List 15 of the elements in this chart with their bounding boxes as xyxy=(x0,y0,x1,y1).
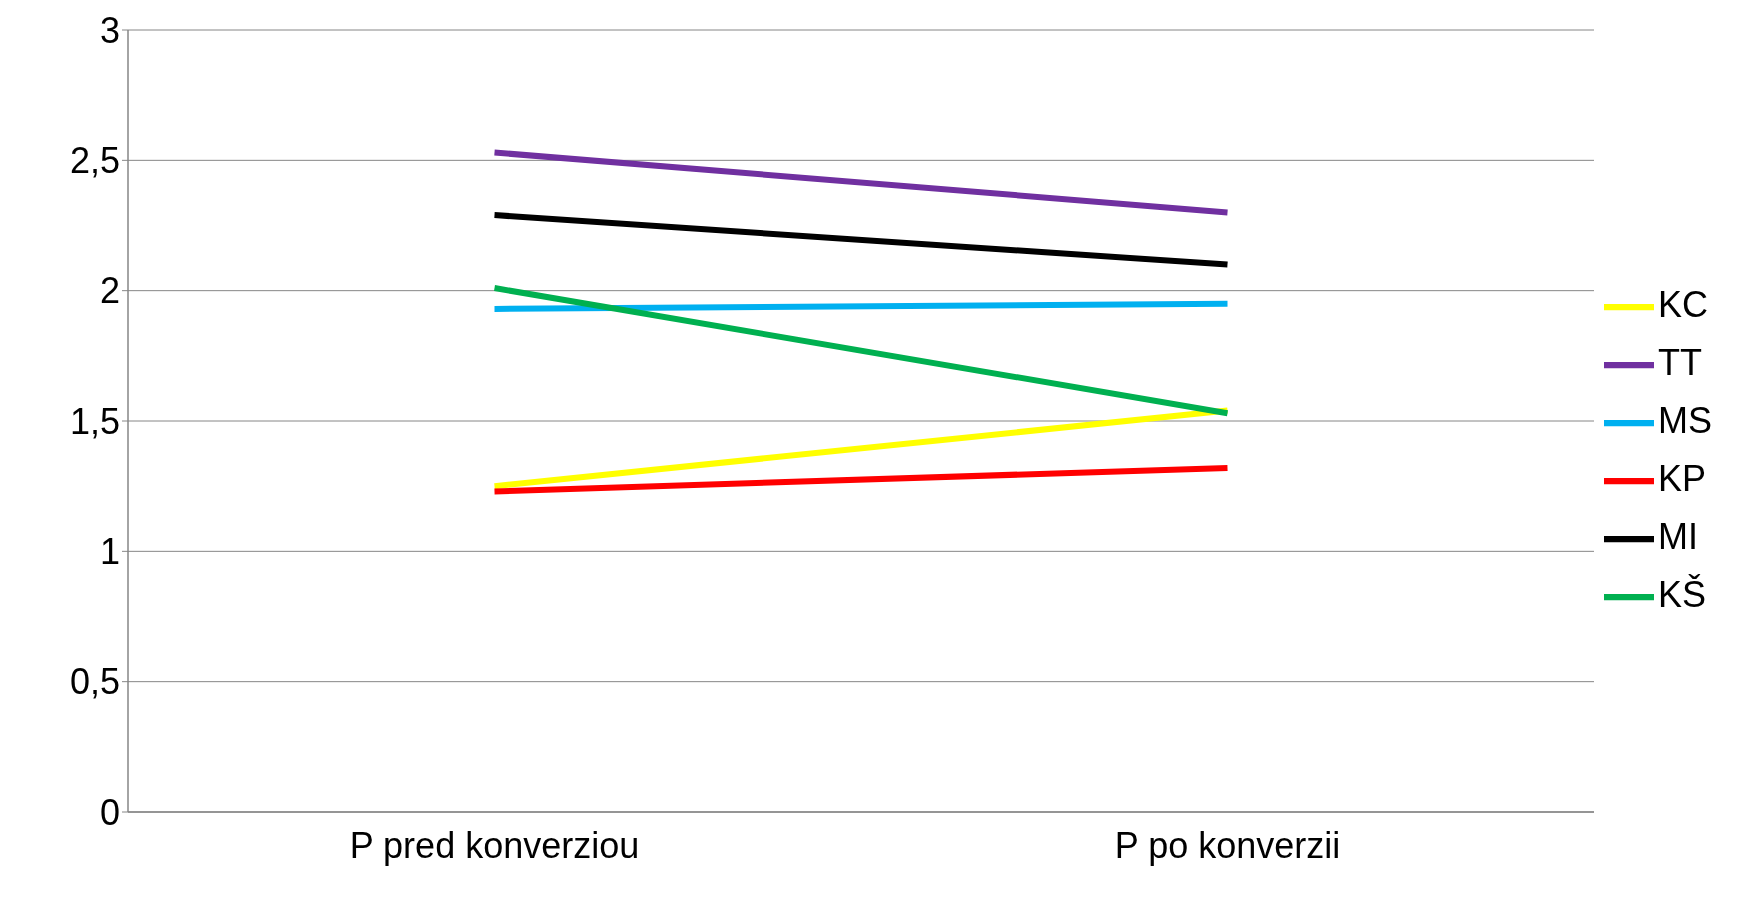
legend-label: KC xyxy=(1658,284,1709,325)
y-tick-label: 2,5 xyxy=(69,140,120,182)
legend-label: KP xyxy=(1658,458,1707,499)
y-tick-label: 1 xyxy=(99,531,120,573)
legend-label: MS xyxy=(1658,400,1712,441)
y-tick-label: 3 xyxy=(99,9,120,51)
x-tick-label: P po konverzii xyxy=(1114,824,1341,866)
y-tick-label: 0,5 xyxy=(69,661,120,703)
legend-label: MI xyxy=(1658,516,1698,557)
legend-label: TT xyxy=(1658,342,1702,383)
y-tick-label: 1,5 xyxy=(69,400,120,442)
legend-label: KŠ xyxy=(1658,574,1707,615)
x-tick-label: P pred konverziou xyxy=(349,824,640,866)
y-tick-label: 2 xyxy=(99,270,120,312)
y-tick-label: 0 xyxy=(99,791,120,833)
